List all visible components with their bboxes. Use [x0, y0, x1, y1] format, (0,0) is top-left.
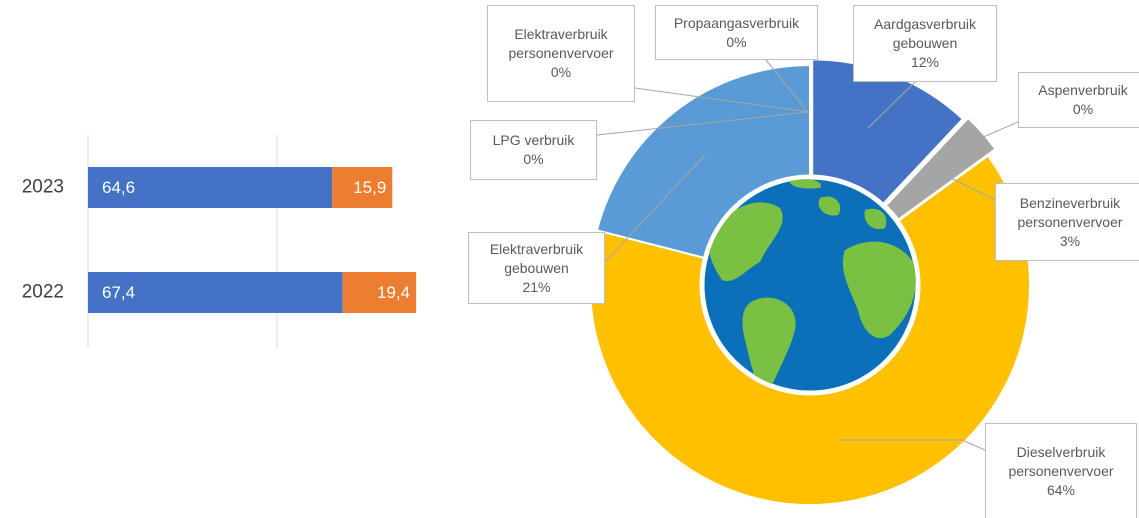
callout-value: 0% [1019, 100, 1139, 119]
callout-name: Dieselverbruik personenvervoer [986, 443, 1136, 481]
y-tick-label: 2022 [22, 282, 64, 303]
callout-name: Aardgasverbruik gebouwen [854, 15, 996, 53]
data-label: 19,4 [377, 283, 410, 302]
callout-value: 12% [854, 53, 996, 72]
callout-value: 0% [656, 33, 817, 52]
callout-name: Elektraverbruik personenvervoer [488, 25, 634, 63]
callout-name: Aspenverbruik [1019, 81, 1139, 100]
y-tick-label: 2023 [22, 177, 64, 198]
data-label: 64,6 [102, 178, 135, 197]
callout-name: Benzineverbruik personenvervoer [996, 194, 1139, 232]
callout-value: 3% [996, 232, 1139, 251]
page: 2023 64,6 15,9 2022 67,4 19,4 Aardgasverbruik… [0, 0, 1139, 518]
callout-name: Elektraverbruik gebouwen [469, 240, 604, 278]
callout-value: 0% [488, 63, 634, 82]
data-label: 67,4 [102, 283, 135, 302]
data-label: 15,9 [353, 178, 386, 197]
callout-value: 21% [469, 278, 604, 297]
callout-value: 0% [471, 150, 596, 169]
callout-name: LPG verbruik [471, 131, 596, 150]
callout-value: 64% [986, 481, 1136, 500]
callout-name: Propaangasverbruik [656, 14, 817, 33]
